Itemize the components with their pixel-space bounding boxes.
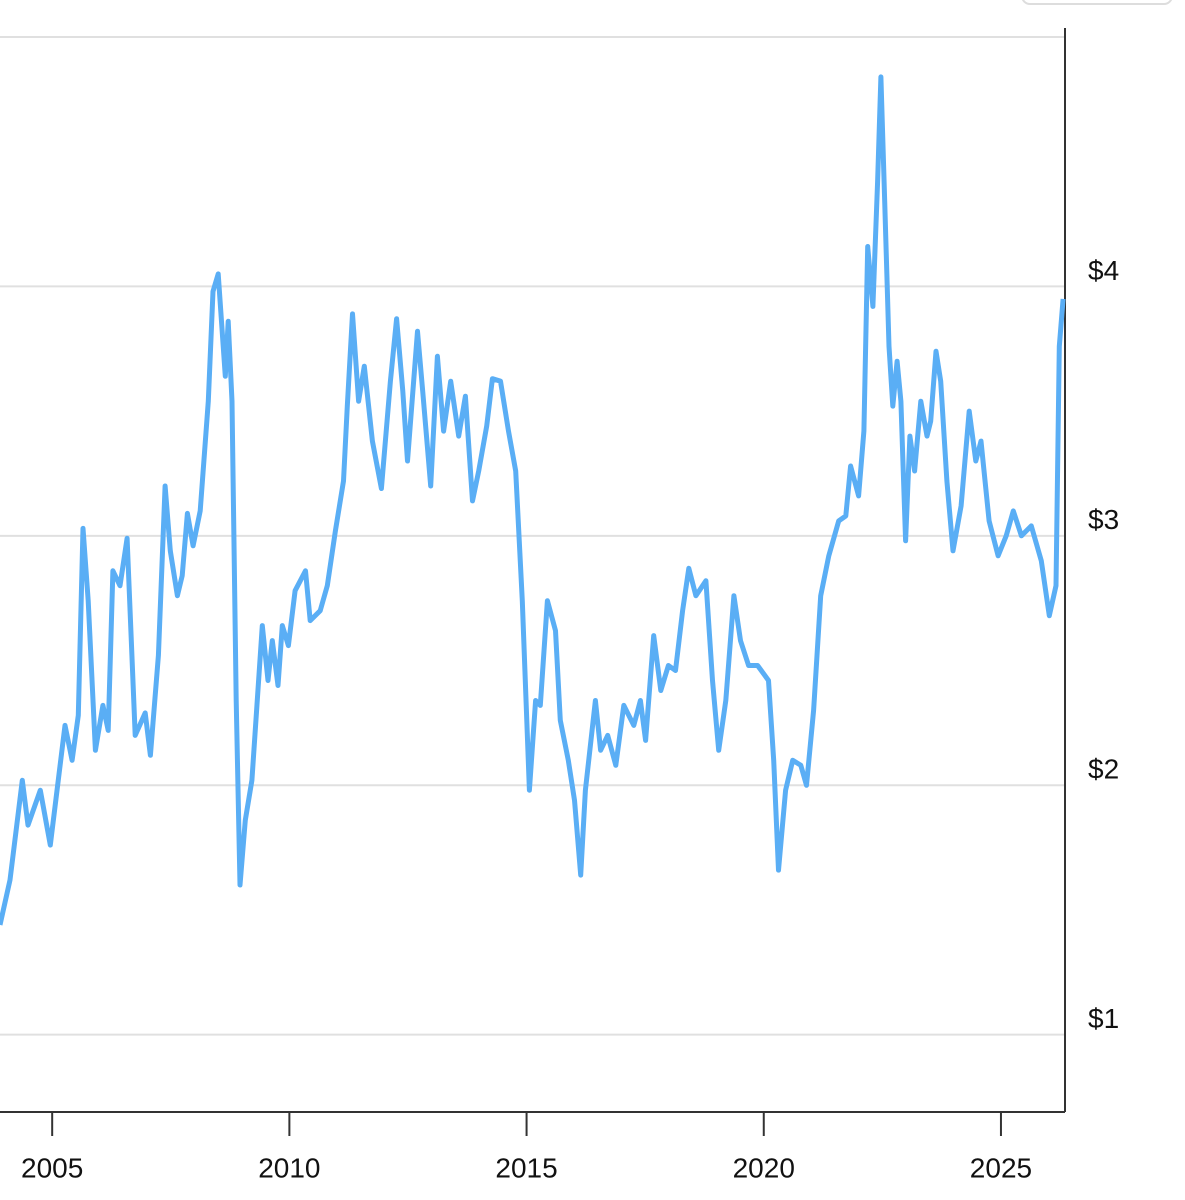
x-tick-label: 2020: [733, 1152, 795, 1183]
price-line: [0, 74, 1066, 926]
x-tick-label: 2010: [258, 1152, 320, 1183]
y-tick-label: $1: [1088, 1003, 1119, 1034]
button[interactable]: [1021, 0, 1173, 5]
y-tick-label: $3: [1088, 504, 1119, 535]
y-tick-label: $4: [1088, 255, 1119, 286]
y-tick-label: $2: [1088, 754, 1119, 785]
x-tick-label: 2005: [21, 1152, 83, 1183]
x-tick-label: 2015: [495, 1152, 557, 1183]
x-tick-label: 2025: [970, 1152, 1032, 1183]
